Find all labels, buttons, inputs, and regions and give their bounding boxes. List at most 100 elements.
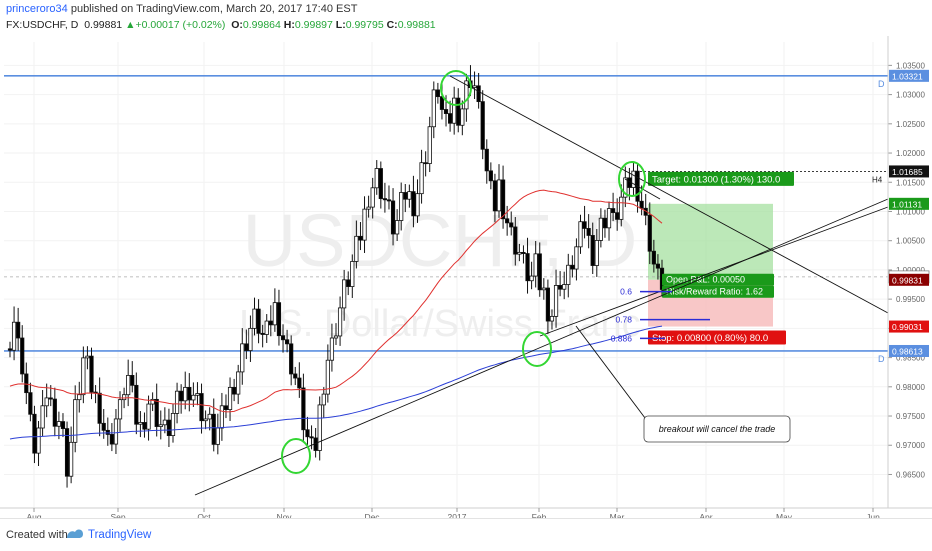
candle-body (289, 343, 294, 375)
candle-body (562, 284, 567, 290)
candle-body (472, 85, 477, 88)
candle-body (655, 263, 661, 269)
price-tag-box (889, 197, 929, 210)
candle-body (142, 422, 147, 430)
candle-body (284, 339, 290, 345)
watermark-name: U.S. Dollar/Swiss Franc (239, 303, 640, 345)
y-tick-label: 0.97500 (896, 412, 925, 421)
candle-body (183, 386, 188, 402)
close-value: 0.99881 (397, 19, 436, 31)
candle-body (464, 80, 469, 110)
open-label: O: (231, 19, 243, 31)
candle-body (117, 399, 123, 420)
candle-body (138, 422, 143, 425)
candle-body (236, 371, 241, 395)
chart-header: princeroro34 published on TradingView.co… (0, 0, 932, 36)
symbol-label[interactable]: FX:USDCHF, D (6, 19, 79, 31)
candle-body (293, 373, 298, 379)
candle-body (386, 199, 392, 202)
candle-body (525, 253, 530, 282)
candle-body (346, 279, 351, 287)
annotation-text: breakout will cancel the trade (659, 424, 776, 434)
drawings[interactable]: Target: 0.01300 (1.30%) 130.0 Open P&L: 0… (194, 70, 889, 496)
price-tag-box (889, 165, 929, 178)
x-tick-label: Jun (866, 512, 880, 518)
candle-body (109, 434, 114, 445)
candle-body (11, 321, 17, 351)
highlight-circle (618, 161, 646, 197)
candle-body (517, 251, 522, 255)
ohlc-line: FX:USDCHF, D 0.99881 ▲+0.00017 (+0.02%) … (6, 19, 436, 31)
candle-body (130, 375, 135, 386)
stop-label-box (648, 330, 786, 345)
candle-body (509, 222, 514, 228)
candle-body (317, 404, 322, 451)
candle-body (590, 235, 595, 266)
candle-body (122, 394, 127, 401)
candle-body (85, 355, 90, 359)
daily-level-label: D (878, 79, 885, 89)
candle-body (395, 220, 400, 235)
candle-body (260, 332, 265, 335)
candle-body (146, 403, 151, 430)
price-tag-label: 1.03321 (892, 71, 923, 81)
ma-blue-line (9, 325, 663, 440)
candle-body (244, 343, 249, 351)
price-tag-label: 0.99031 (892, 322, 923, 332)
x-tick-label: Dec (364, 512, 380, 518)
highlight-circle (281, 438, 311, 474)
candle-body (427, 126, 432, 164)
candle-body (77, 394, 82, 401)
candle-body (301, 387, 306, 431)
candle-body (223, 405, 229, 410)
x-tick-label: Apr (699, 512, 712, 518)
y-tick-label: 0.97000 (896, 441, 925, 450)
candle-body (16, 321, 21, 339)
candle-body (545, 287, 551, 322)
price-tag-box (889, 69, 929, 82)
tradingview-link[interactable]: TradingView (88, 529, 152, 541)
y-tick-label: 1.02500 (896, 120, 925, 129)
trendline (449, 75, 889, 314)
candle-body (272, 302, 277, 326)
candle-body (150, 398, 155, 405)
candle-body (191, 394, 196, 401)
candle-body (419, 162, 424, 195)
candle-body (158, 424, 163, 427)
close-label: C: (386, 19, 398, 31)
x-tick-label: Sep (110, 512, 125, 518)
candle-body (533, 253, 538, 277)
candle-body (492, 180, 498, 212)
candle-body (382, 198, 388, 201)
candle-body (309, 436, 314, 439)
trendline (194, 198, 889, 496)
y-tick-label: 1.01500 (896, 178, 925, 187)
candle-body (415, 193, 420, 217)
candle-body (215, 427, 220, 445)
candle-body (154, 398, 159, 427)
author-link[interactable]: princeroro34 (6, 3, 68, 15)
price-tag-box (889, 320, 929, 333)
y-tick-label: 0.98000 (896, 383, 925, 392)
candle-body (480, 101, 485, 150)
price-tag-box (889, 273, 929, 286)
candle-body (606, 208, 612, 229)
candle-body (443, 109, 449, 114)
price-chart[interactable]: USDCHF, D U.S. Dollar/Swiss Franc D D H4 T… (0, 36, 932, 518)
candle-body (240, 343, 245, 373)
publish-line: princeroro34 published on TradingView.co… (6, 3, 357, 15)
candle-body (321, 393, 326, 406)
candle-body (651, 250, 656, 265)
candle-body (256, 308, 261, 334)
fib-level-label: 0.6 (620, 287, 632, 297)
candle-body (105, 429, 110, 435)
candle-body (101, 422, 106, 431)
position-zones (648, 203, 773, 327)
footer: Created with TradingView (0, 518, 932, 551)
candle-body (24, 373, 29, 394)
candle-body (513, 226, 518, 255)
candle-body (232, 386, 237, 395)
candle-body (305, 429, 310, 438)
trendline (539, 206, 889, 337)
candle-body (611, 208, 616, 214)
